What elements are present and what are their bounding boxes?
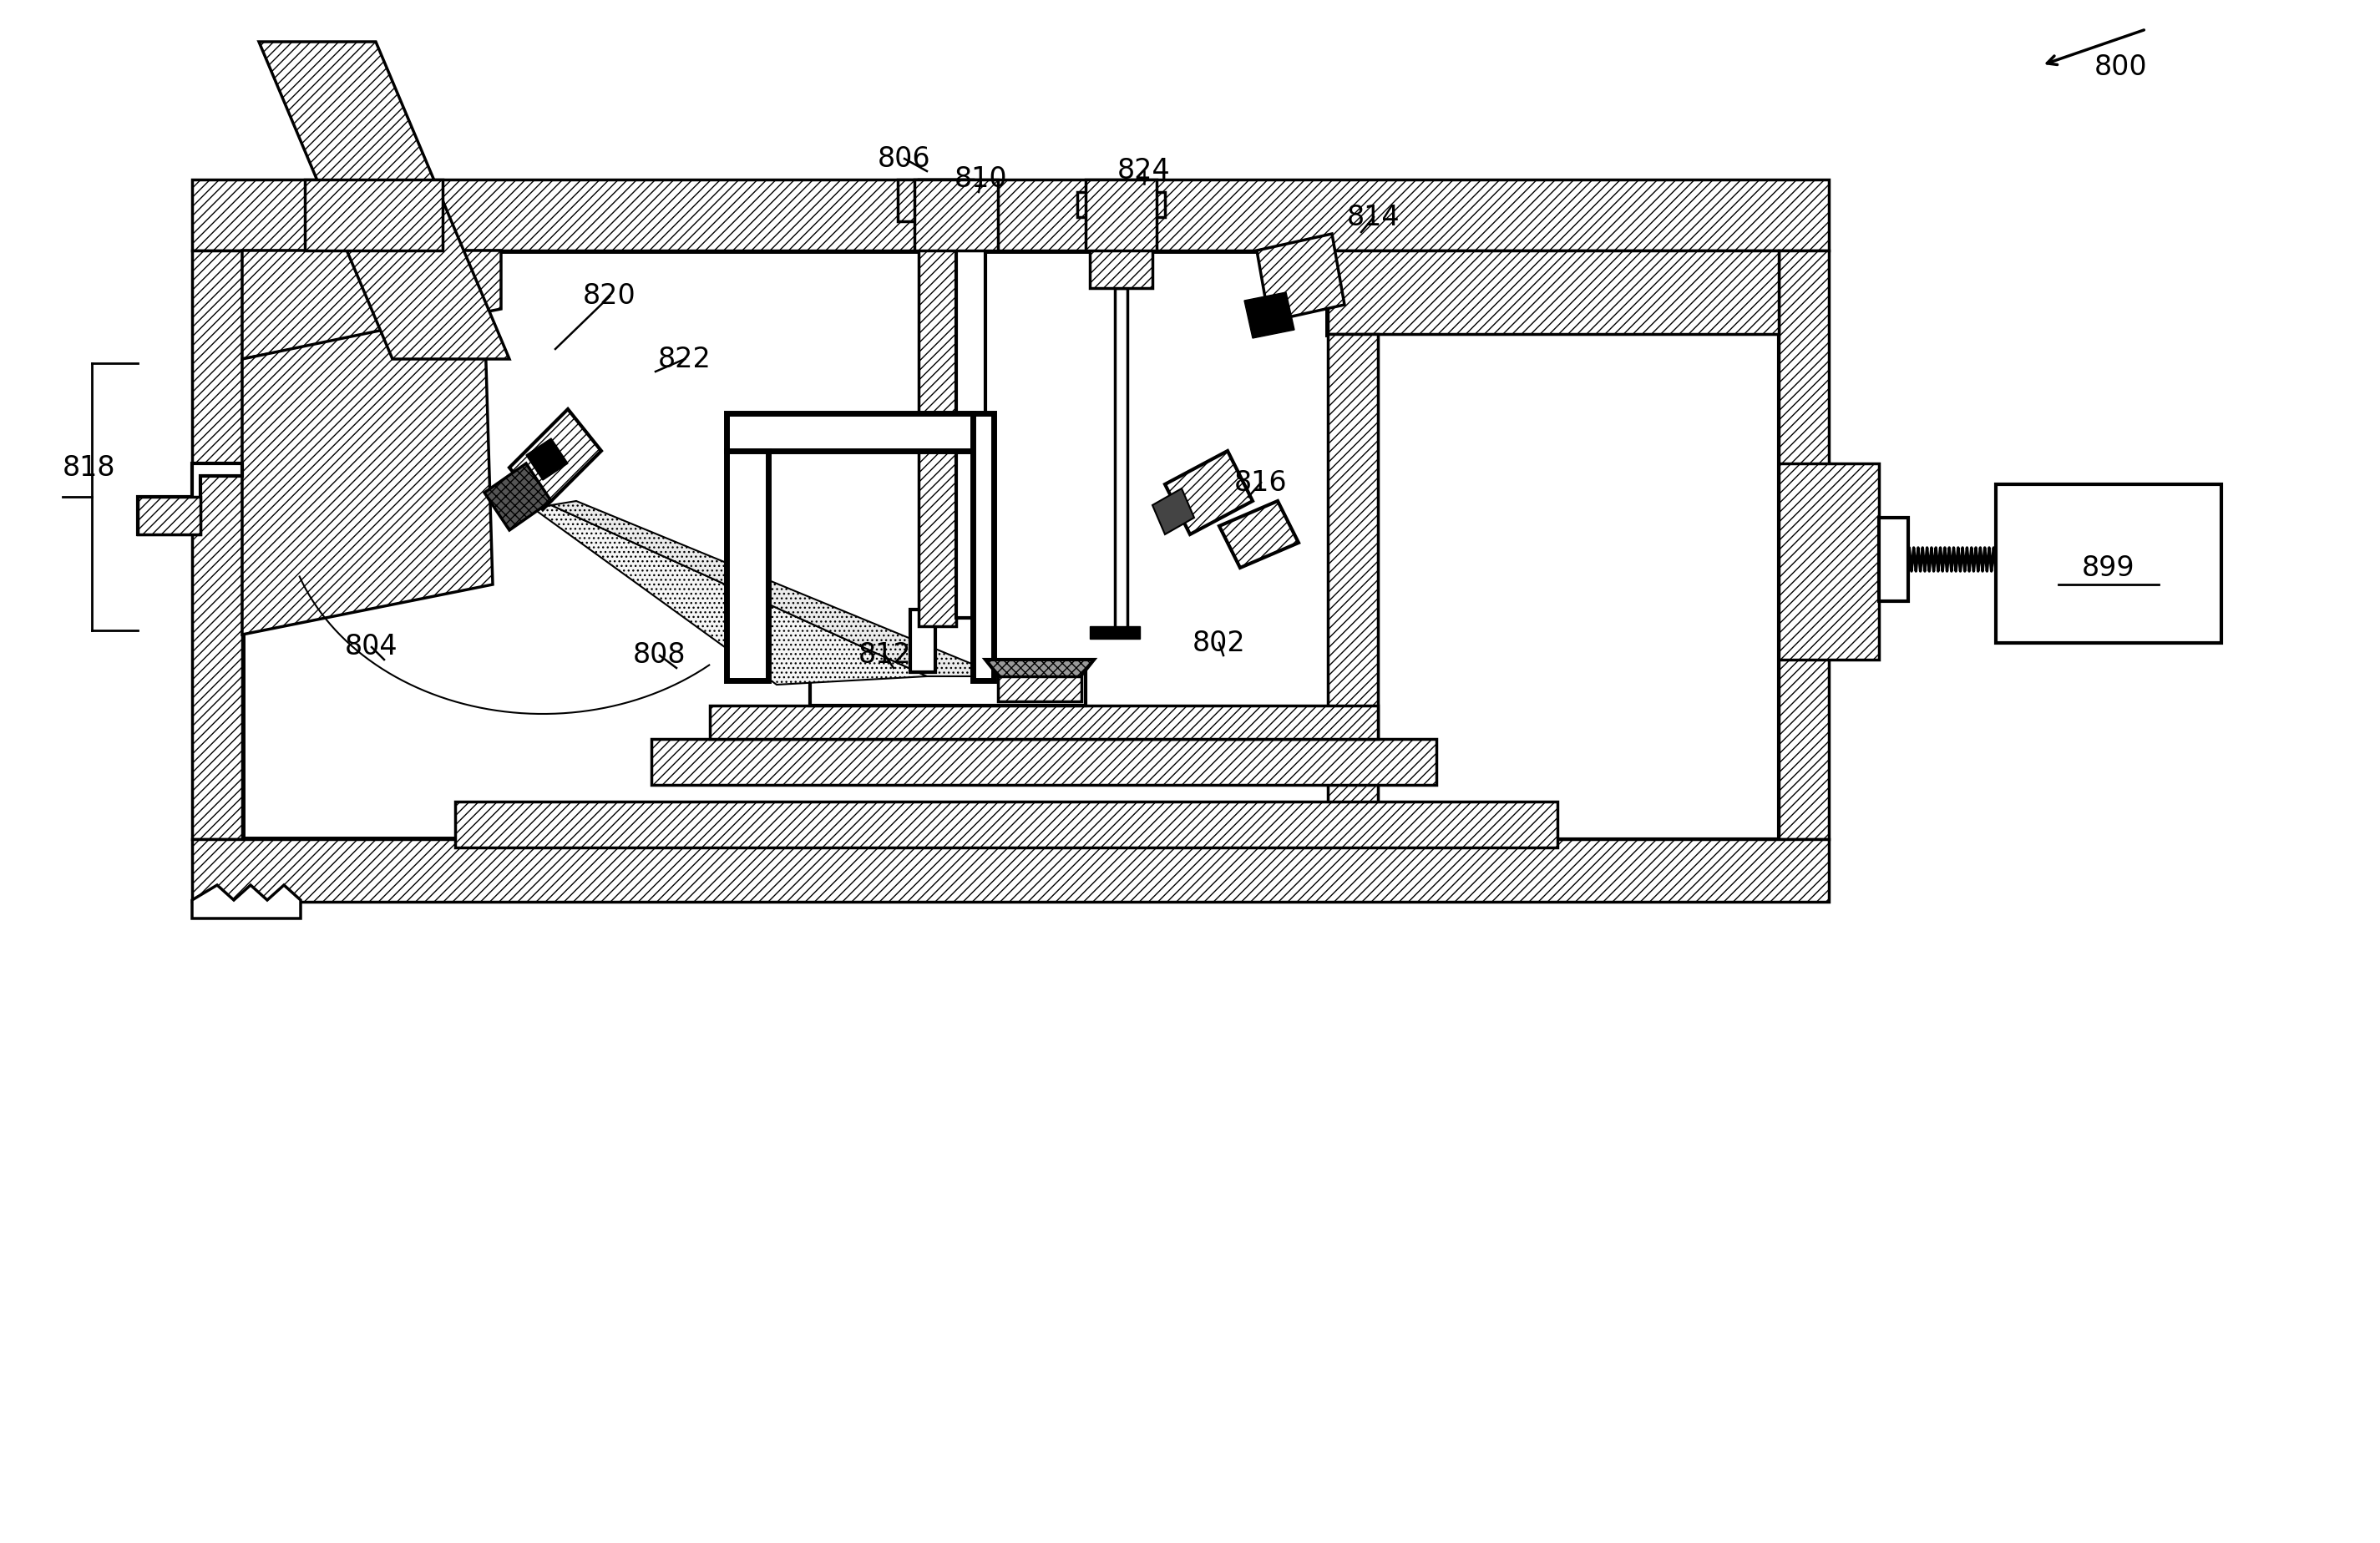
Bar	[1328, 333, 1378, 839]
Bar	[193, 179, 1828, 250]
Bar	[455, 801, 1557, 847]
Text: 808: 808	[633, 642, 685, 670]
Bar	[1114, 289, 1128, 634]
Bar	[914, 179, 997, 250]
Text: 812: 812	[859, 642, 912, 670]
Polygon shape	[985, 659, 1095, 680]
Bar	[957, 205, 985, 617]
Polygon shape	[1090, 626, 1140, 639]
Polygon shape	[193, 886, 300, 918]
Bar	[709, 705, 1378, 739]
Bar	[809, 673, 1085, 705]
Text: 820: 820	[583, 282, 635, 310]
Polygon shape	[1219, 501, 1299, 568]
Polygon shape	[536, 505, 926, 685]
Polygon shape	[1257, 235, 1345, 321]
Text: 800: 800	[2094, 52, 2147, 80]
Polygon shape	[726, 414, 973, 451]
Bar	[973, 414, 995, 680]
Bar	[1378, 333, 1778, 839]
Bar	[652, 739, 1438, 785]
Text: 804: 804	[345, 633, 397, 660]
Polygon shape	[1245, 292, 1295, 338]
Bar	[1078, 191, 1164, 218]
Polygon shape	[259, 42, 509, 360]
Text: 802: 802	[1192, 630, 1245, 657]
Bar	[1997, 485, 2221, 643]
Bar	[909, 609, 935, 673]
Bar	[305, 179, 443, 250]
Text: 824: 824	[1119, 157, 1171, 185]
Bar	[1778, 250, 1828, 839]
Polygon shape	[726, 451, 769, 680]
Polygon shape	[526, 438, 569, 480]
Text: 816: 816	[1235, 469, 1288, 497]
Text: 806: 806	[878, 145, 931, 173]
Polygon shape	[509, 409, 602, 509]
Bar	[919, 179, 957, 626]
Bar	[1878, 517, 1909, 602]
Text: 814: 814	[1347, 204, 1399, 231]
Bar	[1085, 179, 1157, 250]
Bar	[997, 676, 1081, 702]
Polygon shape	[1164, 451, 1252, 534]
Polygon shape	[243, 250, 1378, 839]
Polygon shape	[138, 463, 243, 534]
Bar	[138, 497, 200, 534]
Bar	[1328, 250, 1778, 333]
Polygon shape	[243, 250, 502, 360]
Bar	[897, 179, 973, 221]
Text: 899: 899	[2082, 554, 2135, 582]
Text: 822: 822	[659, 346, 712, 373]
Polygon shape	[243, 309, 493, 634]
Text: 810: 810	[954, 165, 1007, 193]
Polygon shape	[552, 501, 1002, 676]
Bar	[193, 250, 243, 839]
Polygon shape	[486, 463, 552, 531]
Polygon shape	[1152, 489, 1195, 534]
Text: 818: 818	[62, 454, 117, 481]
Bar	[1090, 191, 1152, 289]
Bar	[193, 839, 1828, 901]
Bar	[1778, 463, 1878, 659]
